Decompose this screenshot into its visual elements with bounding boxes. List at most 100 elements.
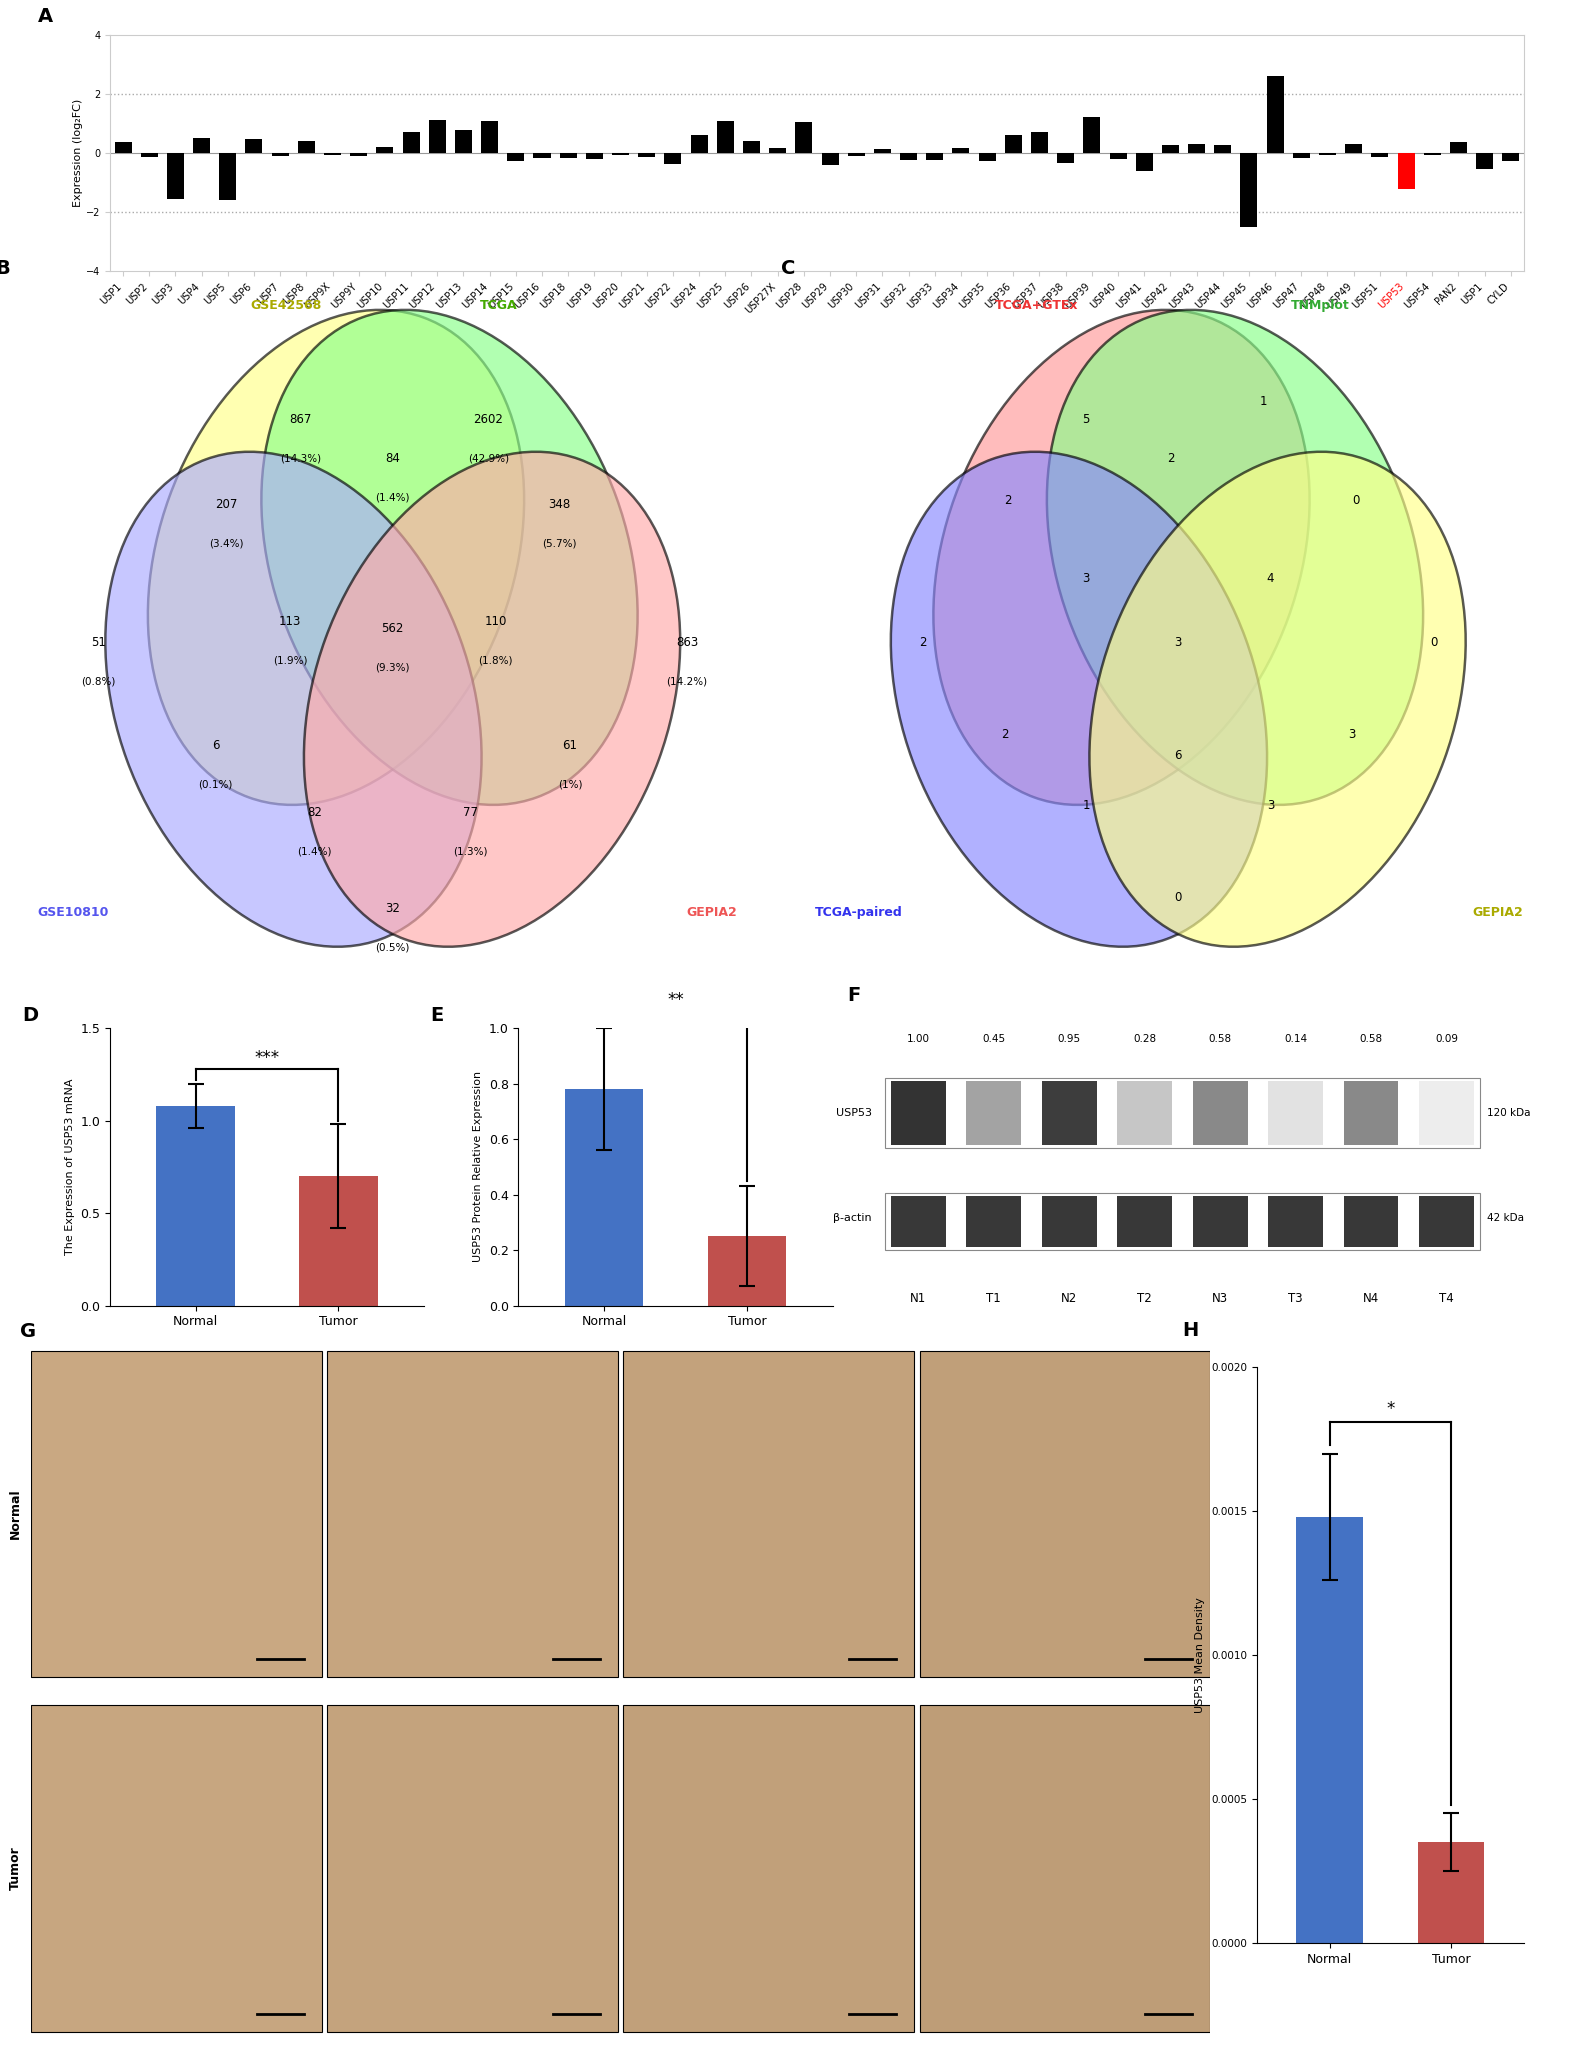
Ellipse shape <box>891 452 1268 946</box>
Bar <box>1371 154 1389 156</box>
Bar <box>1192 1081 1247 1145</box>
Text: 32: 32 <box>385 903 401 915</box>
Ellipse shape <box>105 452 482 946</box>
Bar <box>402 132 419 154</box>
Ellipse shape <box>303 452 680 946</box>
Ellipse shape <box>261 310 638 804</box>
Text: (14.3%): (14.3%) <box>280 452 320 463</box>
Text: D: D <box>22 1005 38 1024</box>
Text: E: E <box>430 1005 443 1024</box>
Text: C: C <box>781 259 795 278</box>
Bar <box>481 121 498 154</box>
Y-axis label: Expression (log₂FC): Expression (log₂FC) <box>74 99 83 208</box>
Text: 6: 6 <box>212 738 220 752</box>
Text: T4: T4 <box>1439 1291 1453 1306</box>
Bar <box>1343 1081 1398 1145</box>
Bar <box>327 1351 617 1678</box>
Text: (9.3%): (9.3%) <box>375 662 410 672</box>
Text: (0.8%): (0.8%) <box>82 676 116 687</box>
Bar <box>624 1704 914 2031</box>
Text: 84: 84 <box>385 452 401 465</box>
Text: (0.1%): (0.1%) <box>198 779 233 790</box>
Bar <box>534 154 550 158</box>
Text: TCGA+GTEx: TCGA+GTEx <box>994 298 1078 313</box>
Bar <box>691 136 707 154</box>
Text: H: H <box>1181 1322 1199 1341</box>
Text: (1.9%): (1.9%) <box>273 656 308 666</box>
Bar <box>927 154 943 160</box>
Bar <box>1042 1197 1097 1248</box>
Text: 5: 5 <box>1082 413 1090 426</box>
Bar <box>795 121 812 154</box>
Bar <box>884 1077 1480 1149</box>
Text: 0.28: 0.28 <box>1133 1034 1156 1044</box>
Text: 3: 3 <box>1348 728 1356 742</box>
Text: 0.58: 0.58 <box>1359 1034 1382 1044</box>
Text: 0.58: 0.58 <box>1208 1034 1232 1044</box>
Text: GSE10810: GSE10810 <box>38 905 110 919</box>
Text: 207: 207 <box>215 498 237 510</box>
Text: 0: 0 <box>1353 493 1359 508</box>
Text: 0.09: 0.09 <box>1434 1034 1458 1044</box>
Bar <box>1502 154 1519 162</box>
Bar <box>1163 146 1178 154</box>
Bar <box>770 148 786 154</box>
Text: (1.8%): (1.8%) <box>478 656 512 666</box>
Text: 1: 1 <box>1082 800 1090 812</box>
Bar <box>167 154 184 199</box>
Bar <box>1417 1842 1485 1943</box>
Text: 562: 562 <box>382 621 404 635</box>
Ellipse shape <box>1046 310 1423 804</box>
Text: Normal: Normal <box>9 1489 22 1540</box>
Ellipse shape <box>148 310 525 804</box>
Bar <box>31 1704 322 2031</box>
Bar <box>1031 132 1048 154</box>
Bar <box>900 154 917 160</box>
Bar <box>716 121 734 154</box>
Text: TCGA: TCGA <box>481 298 518 313</box>
Text: USP53: USP53 <box>836 1108 872 1118</box>
Bar <box>377 148 393 154</box>
Bar <box>1042 1081 1097 1145</box>
Bar <box>220 154 236 201</box>
Bar <box>1345 144 1362 154</box>
Bar <box>822 154 839 164</box>
Text: T2: T2 <box>1137 1291 1152 1306</box>
Text: (1%): (1%) <box>558 779 583 790</box>
Bar <box>1117 1081 1172 1145</box>
Text: (5.7%): (5.7%) <box>542 539 577 549</box>
Text: (0.5%): (0.5%) <box>375 942 410 952</box>
Bar <box>350 154 368 156</box>
Bar <box>891 1197 946 1248</box>
Text: 2: 2 <box>1004 493 1012 508</box>
Text: 2: 2 <box>1001 728 1009 742</box>
Text: 113: 113 <box>278 615 302 627</box>
Bar <box>507 154 525 160</box>
Text: 0: 0 <box>1175 892 1181 905</box>
Bar <box>873 148 891 154</box>
Text: GEPIA2: GEPIA2 <box>1472 905 1522 919</box>
Bar <box>456 130 471 154</box>
Ellipse shape <box>933 310 1310 804</box>
Bar <box>891 1081 946 1145</box>
Text: T1: T1 <box>987 1291 1001 1306</box>
Text: 0.45: 0.45 <box>982 1034 1005 1044</box>
Text: N3: N3 <box>1213 1291 1229 1306</box>
Bar <box>1005 136 1021 154</box>
Bar <box>1268 1081 1323 1145</box>
Text: 0.14: 0.14 <box>1284 1034 1307 1044</box>
Text: 1.00: 1.00 <box>906 1034 930 1044</box>
Text: 61: 61 <box>562 738 578 752</box>
Text: (1.4%): (1.4%) <box>375 491 410 502</box>
Bar <box>1109 154 1126 158</box>
Bar <box>624 1351 914 1678</box>
Text: 3: 3 <box>1266 800 1274 812</box>
Bar <box>31 1351 322 1678</box>
Ellipse shape <box>1089 452 1466 946</box>
Text: 6: 6 <box>1175 750 1181 763</box>
Bar <box>1241 154 1257 226</box>
Text: 863: 863 <box>676 635 698 650</box>
Bar <box>1477 154 1492 169</box>
Bar <box>245 140 262 154</box>
Text: 867: 867 <box>289 413 311 426</box>
